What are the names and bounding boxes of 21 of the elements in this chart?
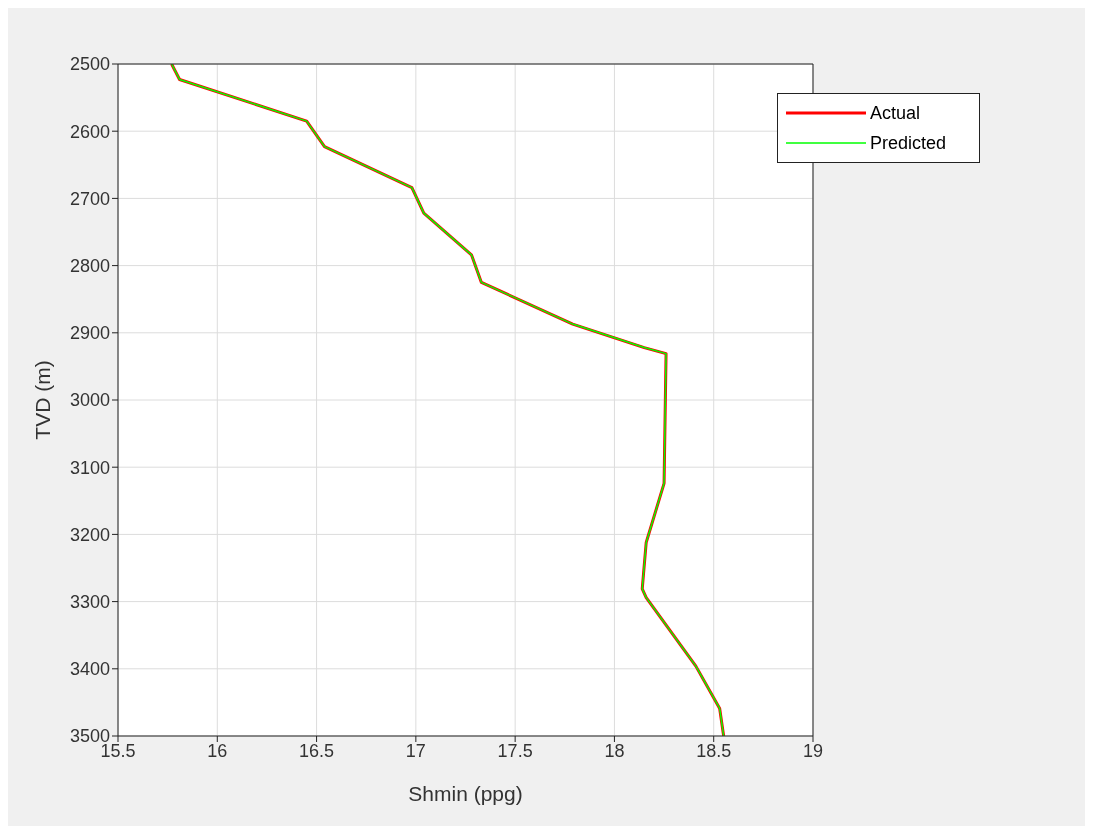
- y-tick-label: 3300: [69, 591, 110, 612]
- y-tick-label: 2900: [69, 323, 110, 344]
- y-axis-title: TVD (m): [31, 360, 55, 440]
- y-tick-label: 3400: [69, 659, 110, 680]
- y-tick-label: 3100: [69, 457, 110, 478]
- x-axis-title: Shmin (ppg): [408, 782, 523, 805]
- y-tick-label: 3200: [69, 524, 110, 545]
- x-tick-label: 17: [405, 740, 426, 761]
- y-tick-label: 2500: [69, 54, 110, 75]
- x-tick-label: 19: [802, 740, 824, 761]
- y-tick-label: 2600: [69, 121, 110, 142]
- x-tick-label: 17.5: [497, 740, 533, 761]
- x-tick-label: 16: [207, 740, 228, 761]
- x-tick-label: 18: [604, 740, 625, 761]
- legend-label: Predicted: [870, 132, 947, 154]
- y-tick-label: 2800: [69, 255, 110, 276]
- y-tick-label: 3000: [69, 390, 110, 411]
- x-tick-label: 16.5: [299, 740, 335, 761]
- legend-label: Actual: [870, 102, 921, 124]
- x-tick-label: 18.5: [696, 740, 732, 761]
- y-tick-label: 2700: [69, 188, 110, 209]
